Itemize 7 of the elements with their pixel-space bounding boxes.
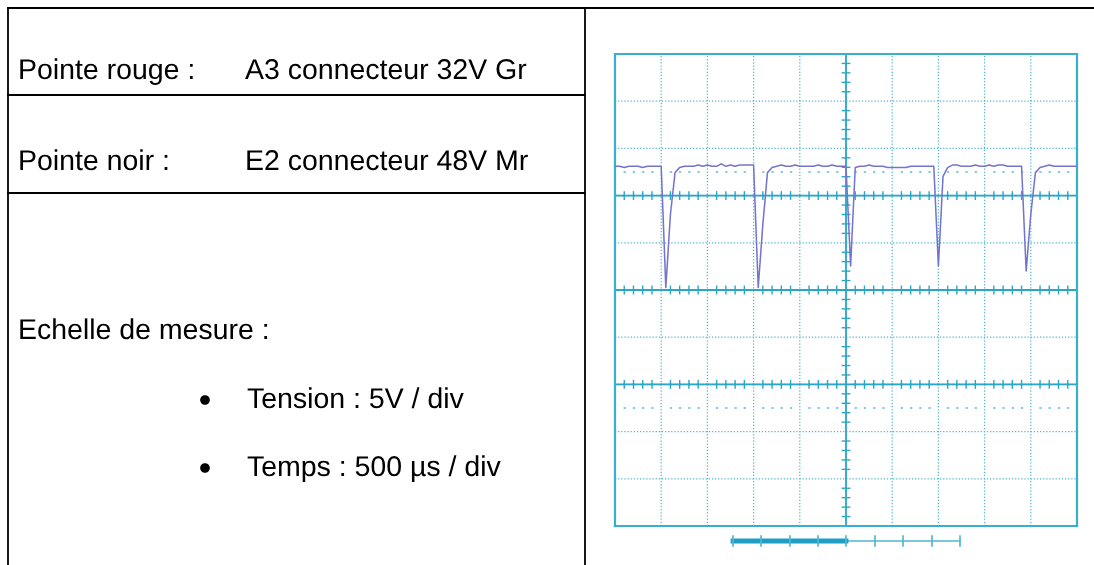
text: Temps : 500 µs / div bbox=[247, 455, 501, 482]
text: Pointe noir : bbox=[20, 149, 168, 171]
text: E2 connecteur 48V Mr bbox=[247, 150, 528, 171]
text: Echelle de mesure : bbox=[20, 318, 268, 340]
text: Pointe rouge : bbox=[20, 58, 193, 85]
text: A3 connecteur 32V Gr bbox=[245, 59, 527, 80]
text: Tension : 5V / div bbox=[247, 387, 464, 409]
